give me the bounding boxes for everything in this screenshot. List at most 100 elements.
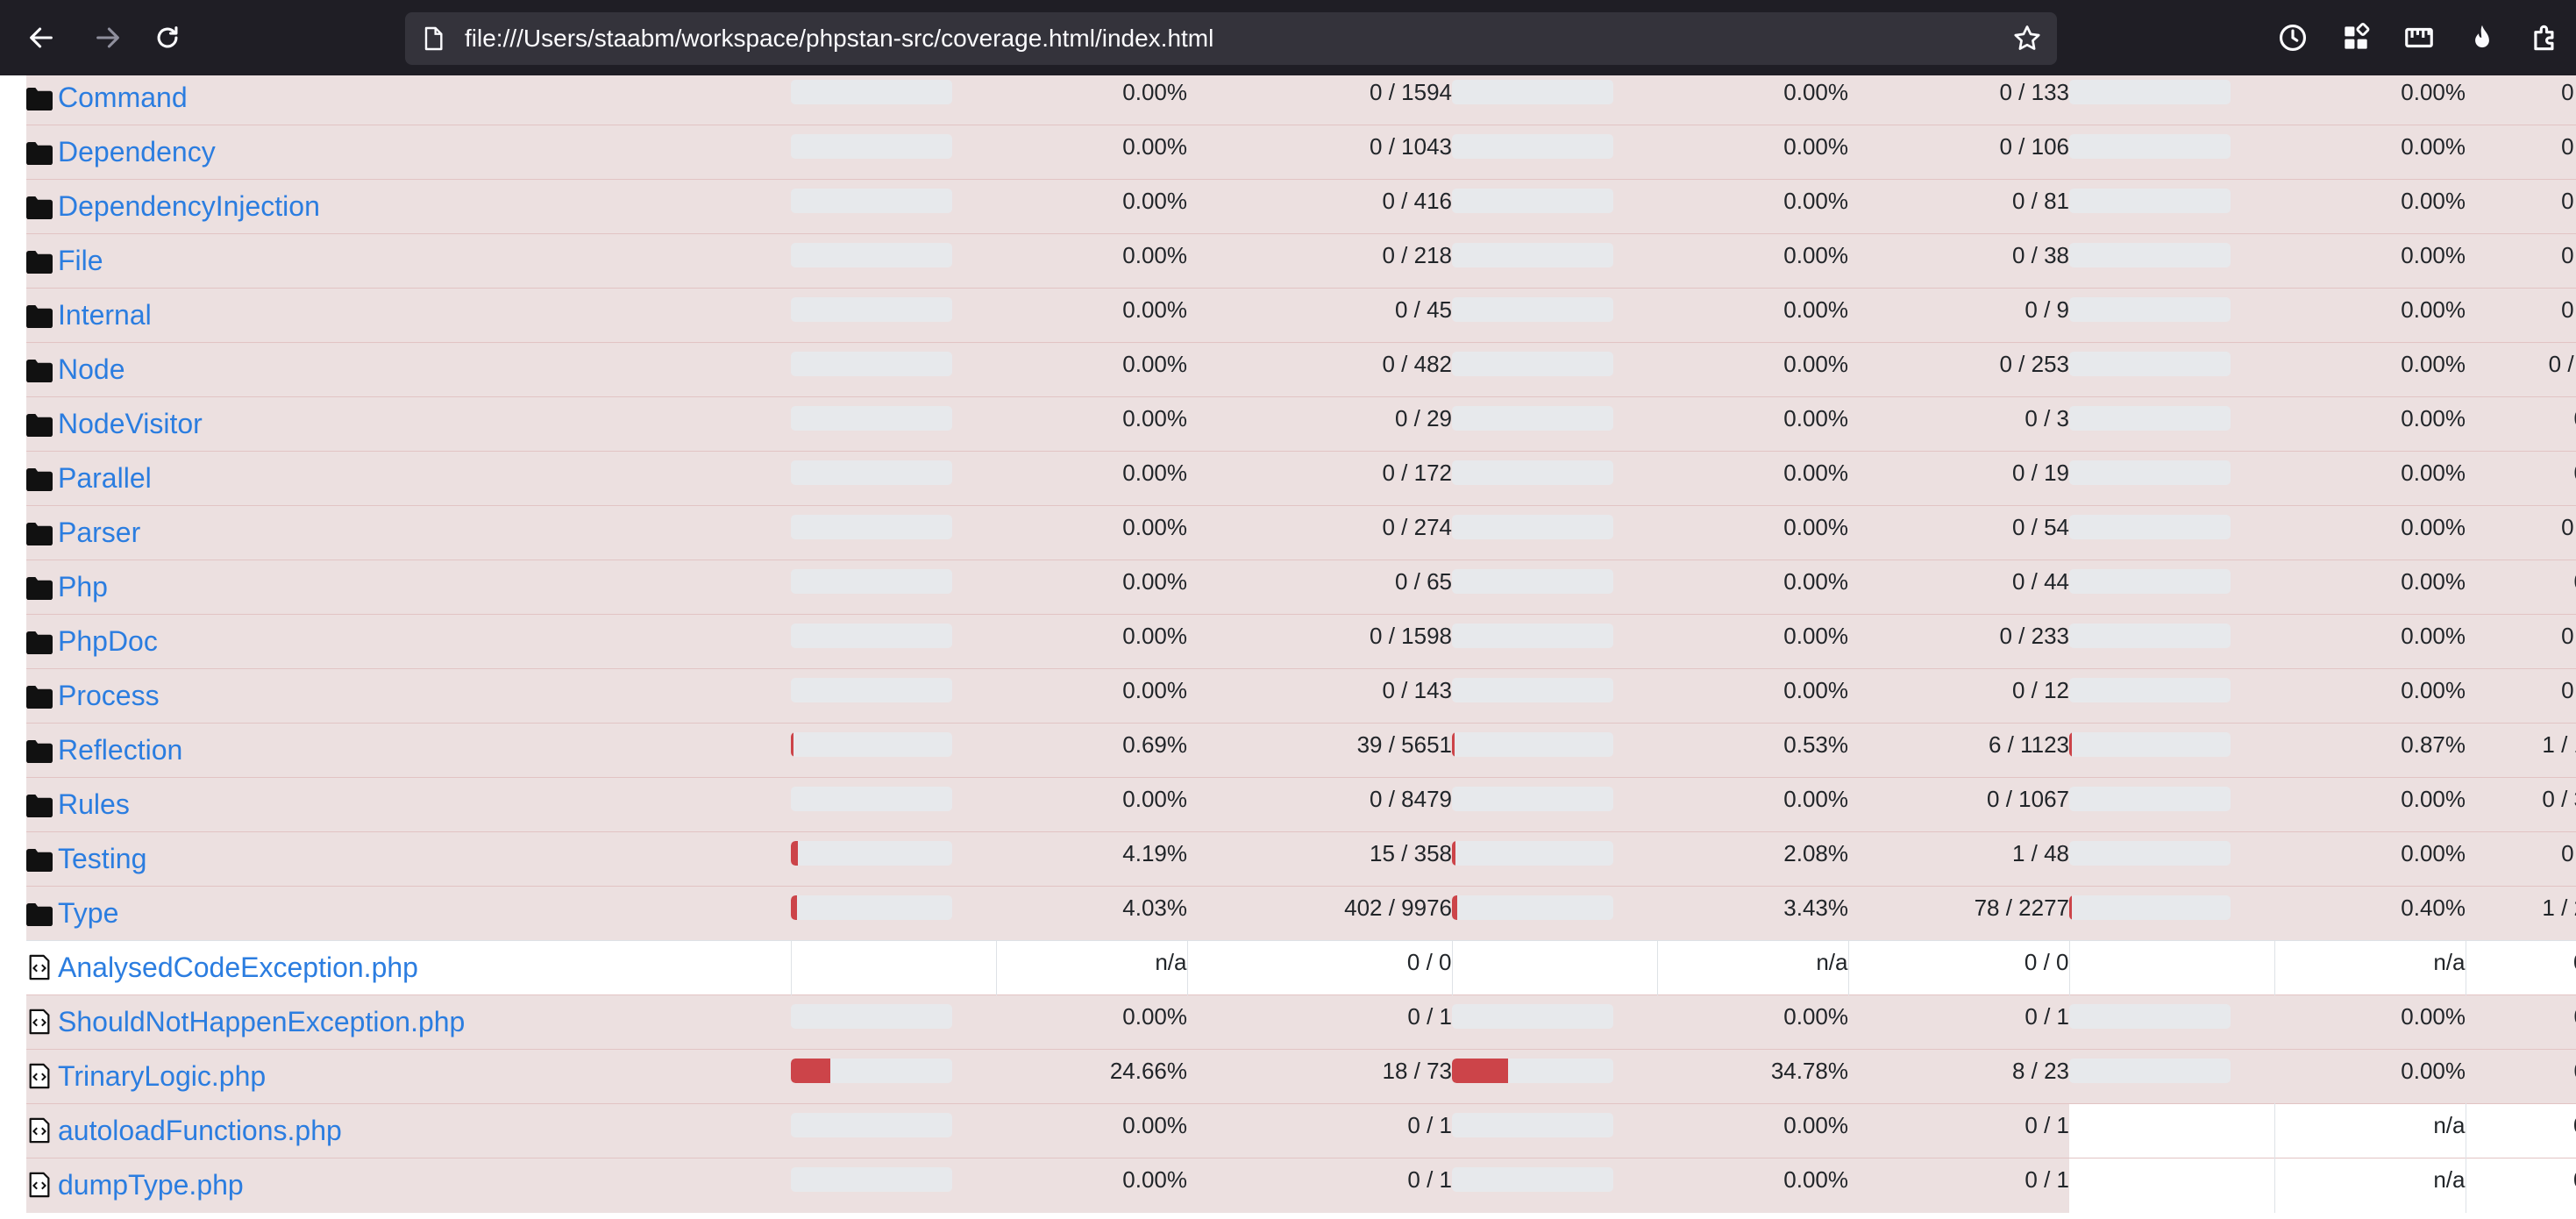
- table-row: AnalysedCodeException.php n/a 0 / 0 n/a 0 / …: [26, 940, 2576, 995]
- directory-link[interactable]: Command: [58, 82, 188, 113]
- lines-count: 0 / 482: [1382, 351, 1452, 377]
- name-cell: Process: [26, 668, 791, 724]
- classes-percent: 0.00%: [2401, 460, 2466, 486]
- back-button[interactable]: [21, 18, 61, 58]
- table-row: Internal 0.00% 0 / 45 0.00% 0 / 9 0.00% 0 ,: [26, 288, 2576, 343]
- classes-count-cell: 0: [2466, 560, 2576, 615]
- flame-icon[interactable]: [2466, 21, 2499, 54]
- classes-bar-cell: [2069, 125, 2274, 180]
- classes-count-cell: 0 / 3: [2466, 777, 2576, 832]
- directory-link[interactable]: Internal: [58, 299, 152, 331]
- classes-count: 0: [2574, 568, 2576, 595]
- directory-link[interactable]: Php: [58, 571, 108, 602]
- classes-count-cell: 0: [2466, 1158, 2576, 1213]
- classes-progress-bar: [2069, 296, 2231, 322]
- classes-bar-cell: [2069, 342, 2274, 397]
- lines-count-cell: 0 / 1043: [1187, 125, 1452, 180]
- lines-percent-cell: 0.00%: [996, 451, 1187, 506]
- classes-count: 0 /: [2561, 242, 2576, 268]
- extensions-grid-icon[interactable]: [2339, 21, 2373, 54]
- functions-percent: 0.00%: [1783, 188, 1848, 214]
- lines-progress-bar: [791, 677, 952, 702]
- lines-bar-cell: [791, 451, 996, 506]
- functions-percent: 0.00%: [1783, 677, 1848, 703]
- address-bar[interactable]: file:///Users/staabm/workspace/phpstan-s…: [405, 12, 2057, 65]
- bookmark-star-icon[interactable]: [2011, 23, 2043, 54]
- directory-link[interactable]: NodeVisitor: [58, 408, 203, 439]
- name-cell: Parser: [26, 505, 791, 560]
- functions-count: 78 / 2277: [1974, 895, 2069, 921]
- file-link[interactable]: AnalysedCodeException.php: [58, 952, 418, 983]
- classes-progress-bar: [2069, 895, 2231, 920]
- ruler-icon[interactable]: [2402, 21, 2436, 54]
- functions-bar-cell: [1452, 75, 1657, 125]
- directory-link[interactable]: Dependency: [58, 136, 216, 168]
- functions-bar-cell: [1452, 886, 1657, 941]
- lines-percent-cell: 0.00%: [996, 342, 1187, 397]
- classes-progress-bar: [2069, 1058, 2231, 1083]
- table-row: DependencyInjection 0.00% 0 / 416 0.00% 0 / …: [26, 179, 2576, 234]
- classes-count: 1 / 1: [2542, 731, 2576, 758]
- directory-link[interactable]: Parallel: [58, 462, 152, 494]
- directory-link[interactable]: Rules: [58, 788, 130, 820]
- classes-percent: 0.40%: [2401, 895, 2466, 921]
- file-link[interactable]: ShouldNotHappenException.php: [58, 1006, 466, 1037]
- folder-icon: [26, 794, 53, 819]
- lines-count: 0 / 218: [1382, 242, 1452, 268]
- lines-count: 402 / 9976: [1344, 895, 1452, 921]
- directory-link[interactable]: Type: [58, 897, 119, 929]
- classes-percent-cell: 0.00%: [2274, 994, 2466, 1050]
- classes-percent: 0.00%: [2401, 514, 2466, 540]
- directory-link[interactable]: File: [58, 245, 103, 276]
- folder-icon: [26, 196, 53, 221]
- functions-count: 0 / 253: [1999, 351, 2069, 377]
- lines-bar-cell: [791, 723, 996, 778]
- functions-percent-cell: 0.00%: [1657, 560, 1848, 615]
- url-text[interactable]: file:///Users/staabm/workspace/phpstan-s…: [465, 25, 1214, 52]
- name-cell: TrinaryLogic.php: [26, 1049, 791, 1104]
- forward-button[interactable]: [88, 18, 128, 58]
- directory-link[interactable]: Parser: [58, 517, 141, 548]
- classes-count: 0: [2574, 460, 2576, 486]
- classes-percent-cell: 0.00%: [2274, 342, 2466, 397]
- classes-percent: 0.00%: [2401, 1003, 2466, 1030]
- directory-link[interactable]: Reflection: [58, 734, 183, 766]
- lines-count: 0 / 416: [1382, 188, 1452, 214]
- puzzle-icon[interactable]: [2529, 21, 2562, 54]
- lines-bar-cell: [791, 614, 996, 669]
- lines-progress-fill: [791, 1058, 831, 1083]
- lines-count-cell: 0 / 143: [1187, 668, 1452, 724]
- classes-count-cell: 0 ,: [2466, 668, 2576, 724]
- history-clock-icon[interactable]: [2276, 21, 2309, 54]
- lines-count: 39 / 5651: [1356, 731, 1452, 758]
- functions-percent: 34.78%: [1770, 1058, 1848, 1084]
- lines-percent-cell: 0.00%: [996, 777, 1187, 832]
- reload-button[interactable]: [147, 18, 188, 58]
- classes-progress-bar: [2069, 242, 2231, 267]
- classes-count-cell: 0 ,: [2466, 831, 2576, 887]
- lines-percent: 0.00%: [1122, 786, 1187, 812]
- name-cell: AnalysedCodeException.php: [26, 940, 792, 995]
- file-link[interactable]: dumpType.php: [58, 1169, 244, 1201]
- lines-bar-cell: [791, 505, 996, 560]
- classes-count: 0: [2574, 1003, 2576, 1030]
- table-row: TrinaryLogic.php 24.66% 18 / 73 34.78% 8 / 2…: [26, 1049, 2576, 1104]
- directory-link[interactable]: Node: [58, 353, 125, 385]
- directory-link[interactable]: PhpDoc: [58, 625, 158, 657]
- directory-link[interactable]: Testing: [58, 843, 147, 874]
- functions-bar-cell: [1452, 233, 1657, 289]
- functions-bar-cell: [1452, 1103, 1657, 1158]
- classes-percent: 0.00%: [2401, 188, 2466, 214]
- file-link[interactable]: autoloadFunctions.php: [58, 1115, 342, 1146]
- coverage-table: Command 0.00% 0 / 1594 0.00% 0 / 133 0.00% 0 /…: [26, 75, 2576, 1213]
- functions-count-cell: 0 / 106: [1848, 125, 2069, 180]
- back-arrow-icon: [30, 27, 53, 48]
- lines-progress-bar: [791, 514, 952, 539]
- folder-icon: [26, 87, 53, 112]
- table-row: File 0.00% 0 / 218 0.00% 0 / 38 0.00% 0 /: [26, 233, 2576, 289]
- functions-count: 0 / 3: [2025, 405, 2069, 431]
- file-link[interactable]: TrinaryLogic.php: [58, 1060, 267, 1092]
- directory-link[interactable]: Process: [58, 680, 160, 711]
- directory-link[interactable]: DependencyInjection: [58, 190, 320, 222]
- table-row: Rules 0.00% 0 / 8479 0.00% 0 / 1067 0.00% 0 / …: [26, 777, 2576, 832]
